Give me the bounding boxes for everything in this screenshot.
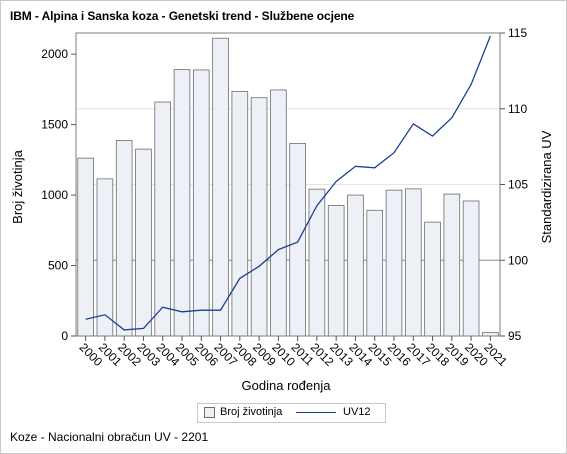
bar — [404, 188, 422, 337]
bar — [212, 37, 229, 337]
bar — [231, 90, 249, 337]
bar — [135, 148, 152, 337]
right-tick-label: 110 — [508, 102, 527, 116]
x-axis-label: Godina rođenja — [242, 378, 332, 393]
chart-title: IBM - Alpina i Sanska koza - Genetski tr… — [10, 9, 355, 23]
bar — [250, 97, 268, 337]
footnote: Koze - Nacionalni obračun UV - 2201 — [10, 430, 209, 444]
legend-bar-label: Broj životinja — [220, 406, 283, 418]
right-tick-label: 105 — [508, 178, 528, 192]
bar — [327, 205, 345, 337]
left-tick-label: 1000 — [41, 188, 68, 202]
legend-item-bars: Broj životinja — [204, 406, 282, 418]
bar — [154, 101, 172, 337]
bar — [173, 69, 191, 337]
legend-line-swatch — [296, 411, 336, 413]
y-axis-right-label: Standardizirana UV — [539, 130, 554, 243]
bars — [77, 37, 499, 337]
bar — [192, 69, 210, 337]
bar — [366, 209, 384, 337]
legend: Broj životinja UV12 — [197, 403, 386, 423]
legend-bar-swatch — [204, 406, 215, 418]
left-tick-label: 1500 — [41, 118, 68, 132]
legend-item-line: UV12 — [296, 406, 371, 418]
bar — [308, 188, 326, 337]
legend-line-label: UV12 — [343, 406, 371, 418]
bar — [96, 178, 114, 337]
bar — [443, 193, 461, 337]
line-series — [85, 35, 492, 331]
right-tick-label: 115 — [508, 26, 527, 40]
bar — [347, 194, 364, 337]
left-tick-label: 2000 — [41, 47, 68, 61]
uv12-line — [85, 35, 492, 331]
bar — [482, 332, 499, 337]
bar — [424, 221, 441, 337]
left-tick-label: 500 — [48, 259, 68, 273]
bar — [385, 189, 403, 337]
y-axis-left-label: Broj životinja — [10, 149, 25, 223]
bar — [462, 200, 480, 337]
left-tick-label: 0 — [61, 329, 68, 343]
right-tick-label: 100 — [508, 253, 528, 267]
bar — [289, 143, 306, 337]
bar — [115, 140, 133, 337]
right-tick-label: 95 — [508, 329, 522, 343]
bar — [77, 157, 94, 337]
bar — [270, 89, 287, 337]
